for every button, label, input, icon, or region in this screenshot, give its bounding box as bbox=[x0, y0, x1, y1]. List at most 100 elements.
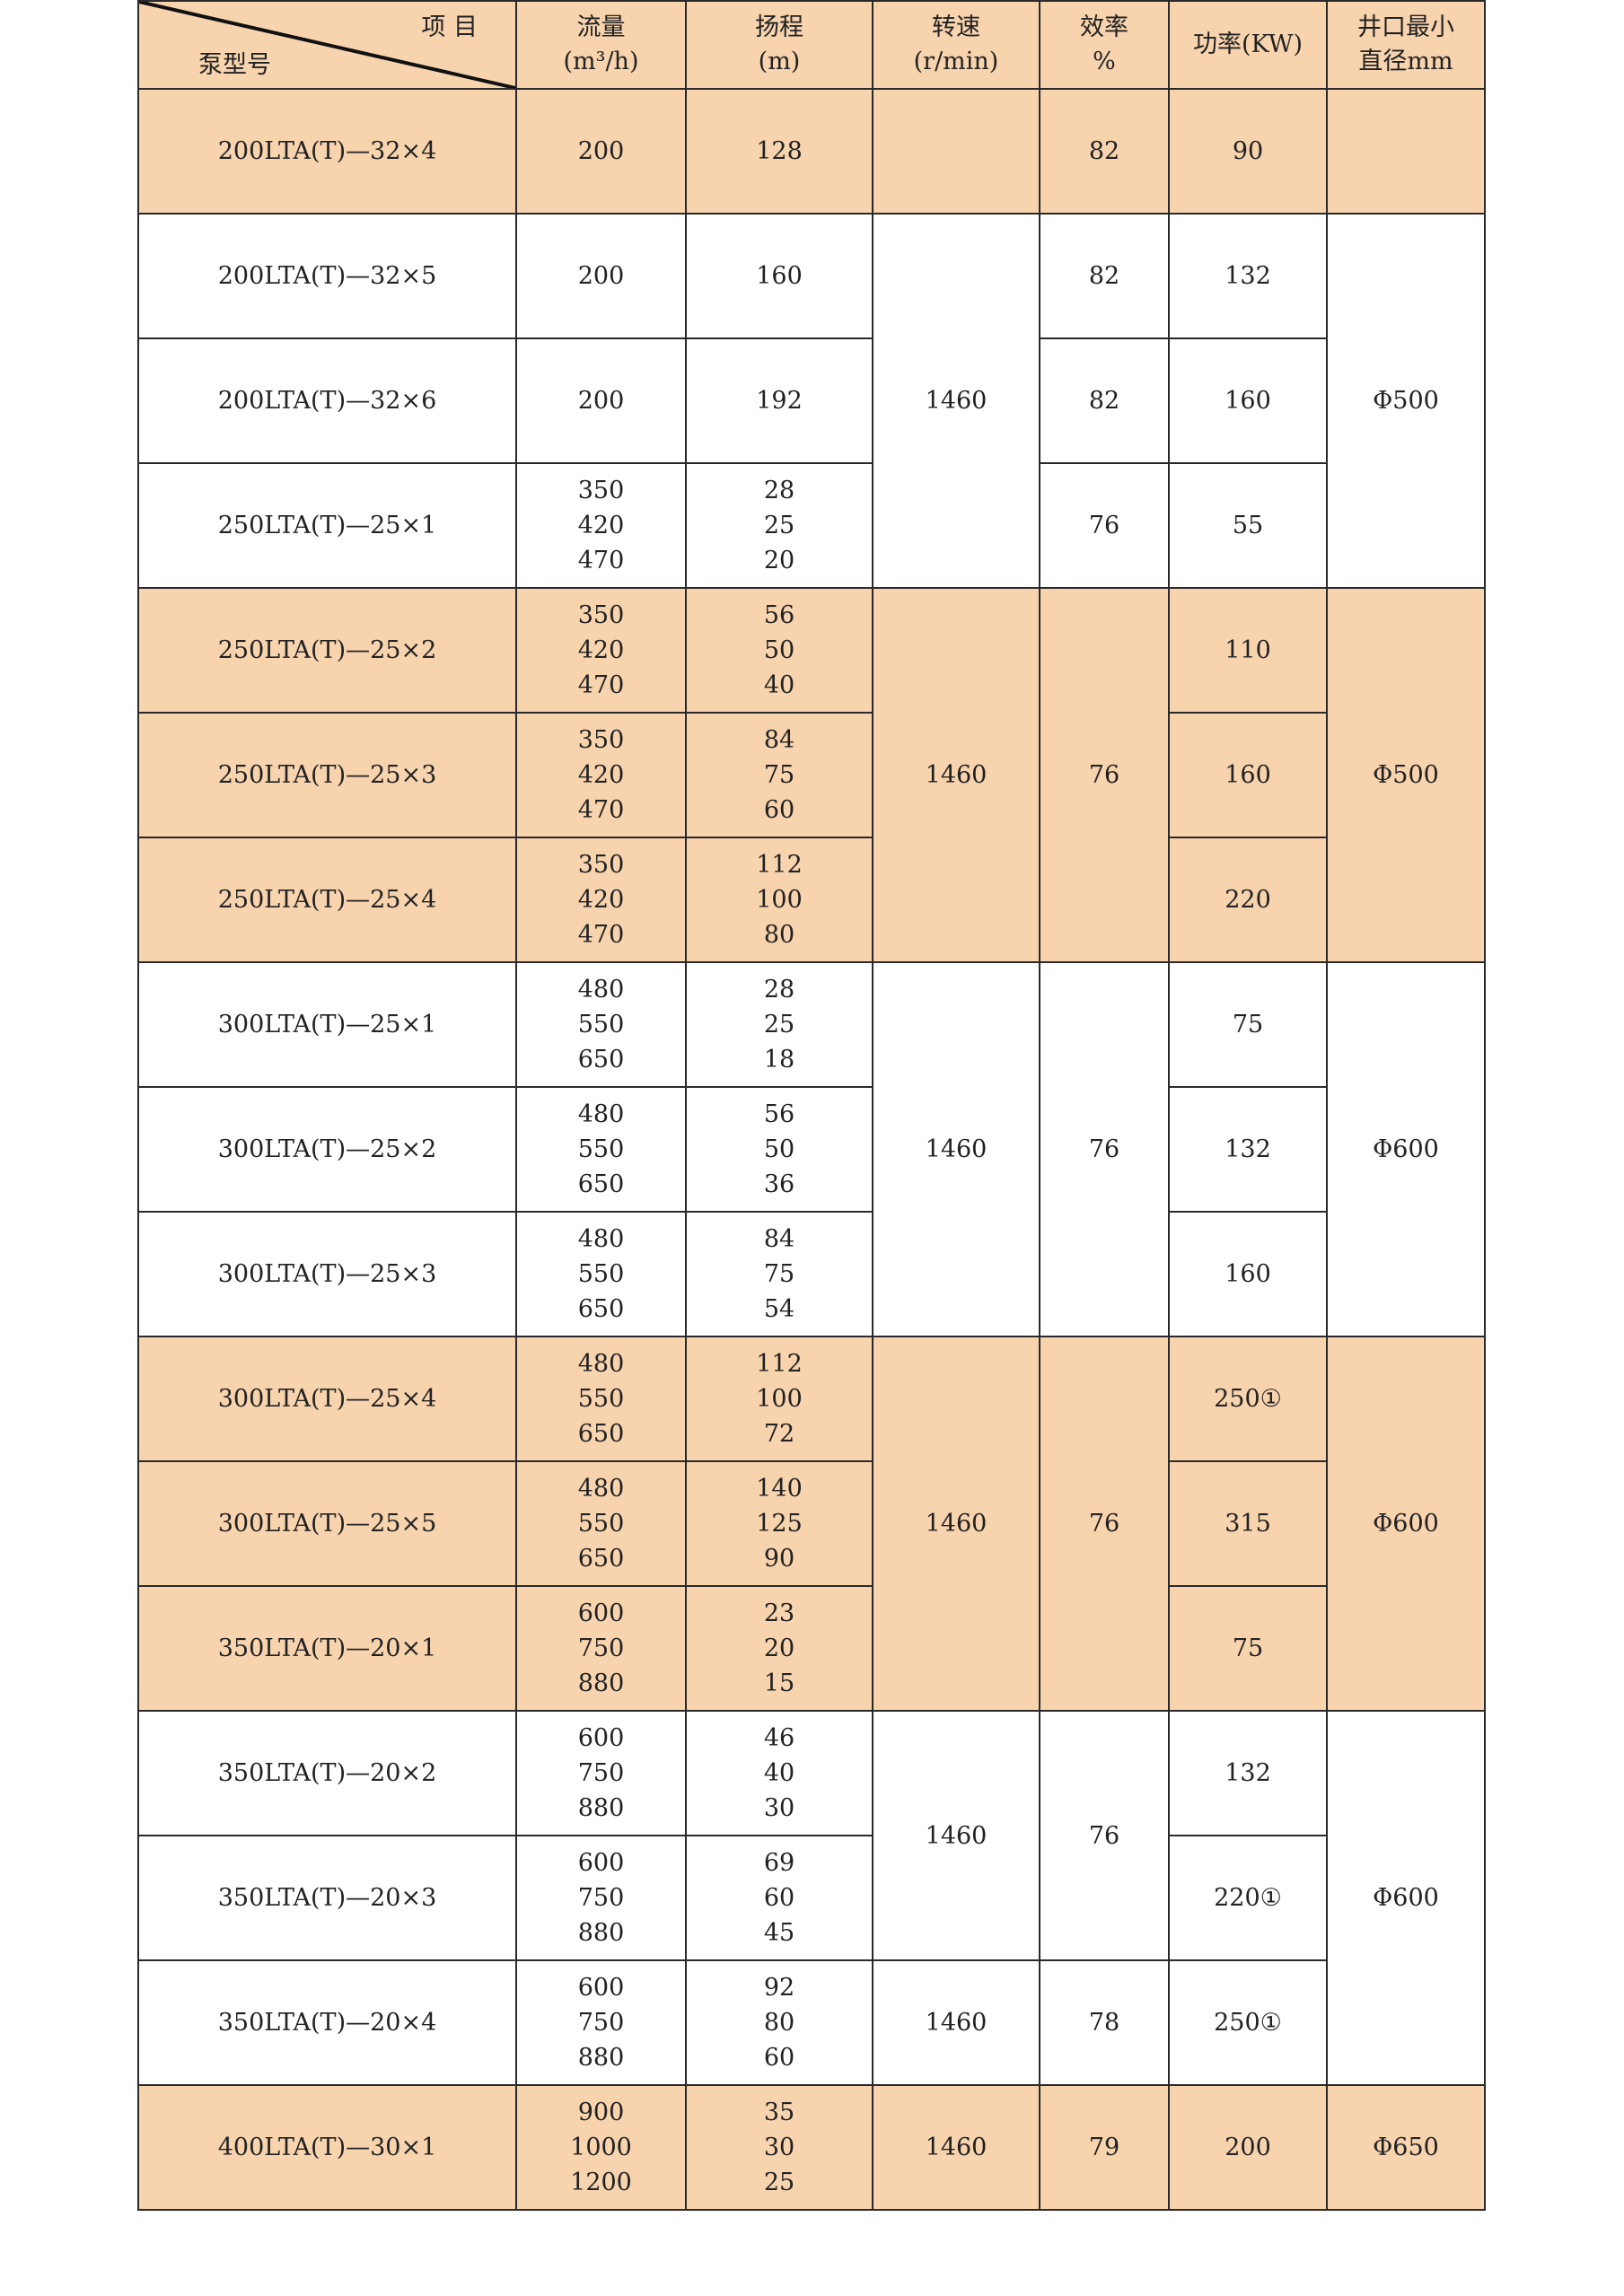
power-cell: 75 bbox=[1168, 961, 1328, 1088]
efficiency-cell: 76 bbox=[1039, 587, 1170, 963]
head-cell-value: 100 bbox=[756, 1385, 803, 1413]
head-cell: 28 25 20 bbox=[685, 462, 873, 589]
head-cell-value: 18 bbox=[763, 1046, 795, 1074]
flow-cell: 480 550 650 bbox=[515, 1460, 687, 1587]
flow-cell: 480 550 650 bbox=[515, 1211, 687, 1337]
power-cell: 250① bbox=[1168, 1959, 1328, 2086]
flow-cell: 350 420 470 bbox=[515, 462, 687, 589]
table-row: 350LTA(T)—20×1 600 750 880 23 20 15 75 bbox=[137, 1585, 1485, 1712]
flow-cell-value: 200 bbox=[577, 262, 625, 290]
head-cell-value: 28 bbox=[763, 976, 795, 1003]
speed-cell: 1460 bbox=[872, 961, 1040, 1337]
header-item-label: 项 目 bbox=[421, 13, 478, 41]
head-cell: 128 bbox=[685, 88, 873, 215]
efficiency-cell: 76 bbox=[1039, 462, 1170, 589]
flow-cell-value: 650 bbox=[577, 1420, 625, 1448]
speed-cell: 1460 bbox=[872, 1336, 1040, 1712]
flow-cell-value: 470 bbox=[577, 796, 625, 824]
diameter-cell: Φ500 bbox=[1326, 587, 1486, 963]
flow-cell-value: 420 bbox=[577, 886, 625, 914]
flow-cell: 480 550 650 bbox=[515, 1336, 687, 1462]
header-head: 扬程 (m) bbox=[685, 0, 873, 90]
head-cell-value: 125 bbox=[756, 1510, 803, 1538]
head-cell-value: 80 bbox=[763, 2009, 795, 2037]
header-speed: 转速 (r/min) bbox=[872, 0, 1040, 90]
table-row: 350LTA(T)—20×4 600 750 880 92 80 60 1460 78 250① bbox=[137, 1959, 1485, 2086]
header-model-item: 项 目 泵型号 bbox=[137, 0, 517, 90]
speed-cell: 1460 bbox=[872, 2084, 1040, 2211]
flow-cell-value: 550 bbox=[577, 1510, 625, 1538]
head-cell: 56 50 36 bbox=[685, 1086, 873, 1213]
flow-cell-value: 650 bbox=[577, 1170, 625, 1198]
model-cell: 300LTA(T)—25×1 bbox=[137, 961, 517, 1088]
head-cell-value: 100 bbox=[756, 886, 803, 914]
flow-cell-value: 350 bbox=[577, 601, 625, 629]
flow-cell-value: 470 bbox=[577, 547, 625, 574]
flow-cell-value: 880 bbox=[577, 1794, 625, 1822]
head-cell-value: 192 bbox=[756, 387, 803, 415]
power-cell: 160 bbox=[1168, 1211, 1328, 1337]
diameter-cell: Φ650 bbox=[1326, 2084, 1486, 2211]
flow-cell-value: 750 bbox=[577, 1884, 625, 1912]
flow-cell-value: 480 bbox=[577, 1100, 625, 1128]
model-cell: 300LTA(T)—25×2 bbox=[137, 1086, 517, 1213]
flow-cell: 600 750 880 bbox=[515, 1710, 687, 1836]
flow-cell-value: 750 bbox=[577, 2009, 625, 2037]
head-cell-value: 60 bbox=[763, 796, 795, 824]
model-cell: 250LTA(T)—25×1 bbox=[137, 462, 517, 589]
header-speed-title: 转速 bbox=[932, 13, 980, 41]
header-flow-title: 流量 bbox=[576, 13, 626, 41]
flow-cell-value: 650 bbox=[577, 1545, 625, 1573]
head-cell-value: 54 bbox=[763, 1295, 795, 1323]
head-cell-value: 23 bbox=[763, 1599, 795, 1627]
head-cell-value: 60 bbox=[763, 2044, 795, 2072]
head-cell: 69 60 45 bbox=[685, 1835, 873, 1961]
model-cell: 350LTA(T)—20×3 bbox=[137, 1835, 517, 1961]
diagonal-divider bbox=[139, 2, 515, 88]
head-cell-value: 25 bbox=[763, 512, 795, 539]
flow-cell-value: 350 bbox=[577, 477, 625, 504]
flow-cell-value: 750 bbox=[577, 1634, 625, 1662]
head-cell: 112 100 80 bbox=[685, 837, 873, 963]
efficiency-cell: 76 bbox=[1039, 1336, 1170, 1712]
power-cell: 132 bbox=[1168, 213, 1328, 339]
power-cell: 160 bbox=[1168, 337, 1328, 464]
power-cell: 75 bbox=[1168, 1585, 1328, 1712]
model-cell: 300LTA(T)—25×4 bbox=[137, 1336, 517, 1462]
head-cell-value: 25 bbox=[763, 2169, 795, 2196]
head-cell-value: 50 bbox=[763, 1135, 795, 1163]
flow-cell-value: 550 bbox=[577, 1135, 625, 1163]
speed-cell bbox=[872, 88, 1040, 215]
head-cell: 92 80 60 bbox=[685, 1959, 873, 2086]
pump-spec-table: 项 目 泵型号 流量 (m³/h) 扬程 (m) 转速 (r/min) 效率% 功率(… bbox=[137, 0, 1486, 2211]
header-head-title: 扬程 bbox=[755, 13, 803, 41]
table-row: 350LTA(T)—20×3 600 750 880 69 60 45 220① bbox=[137, 1835, 1485, 1961]
flow-cell-value: 1200 bbox=[570, 2169, 632, 2196]
model-cell: 300LTA(T)—25×5 bbox=[137, 1460, 517, 1587]
table-row: 200LTA(T)—32×4 200 128 82 90 bbox=[137, 88, 1486, 215]
power-cell: 110 bbox=[1168, 587, 1328, 714]
head-cell-value: 112 bbox=[756, 1350, 803, 1378]
header-model-label: 泵型号 bbox=[198, 51, 271, 79]
head-cell-value: 46 bbox=[763, 1724, 795, 1752]
flow-cell-value: 600 bbox=[577, 1849, 625, 1877]
head-cell-value: 40 bbox=[763, 671, 795, 699]
table-row: 200LTA(T)—32×6 200 192 82 160 bbox=[137, 337, 1485, 464]
flow-cell-value: 650 bbox=[577, 1295, 625, 1323]
header-row: 项 目 泵型号 流量 (m³/h) 扬程 (m) 转速 (r/min) 效率% 功率(… bbox=[137, 0, 1486, 90]
table-row: 250LTA(T)—25×1 350 420 470 28 25 20 76 55 bbox=[137, 462, 1485, 589]
head-cell: 160 bbox=[685, 213, 873, 339]
speed-cell: 1460 bbox=[872, 587, 1040, 963]
flow-cell-value: 550 bbox=[577, 1260, 625, 1288]
head-cell-value: 40 bbox=[763, 1759, 795, 1787]
table-row: 300LTA(T)—25×5 480 550 650 140 125 90 315 bbox=[137, 1460, 1485, 1587]
flow-cell: 480 550 650 bbox=[515, 1086, 687, 1213]
head-cell: 84 75 54 bbox=[685, 1211, 873, 1337]
head-cell-value: 56 bbox=[763, 1100, 795, 1128]
efficiency-cell: 82 bbox=[1039, 213, 1170, 339]
flow-cell: 900 1000 1200 bbox=[515, 2084, 687, 2211]
header-head-unit: (m) bbox=[758, 48, 801, 75]
efficiency-cell: 78 bbox=[1039, 1959, 1170, 2086]
table-row: 300LTA(T)—25×4 480 550 650 112 100 72 1460 76 250… bbox=[137, 1336, 1486, 1712]
model-cell: 300LTA(T)—25×3 bbox=[137, 1211, 517, 1337]
